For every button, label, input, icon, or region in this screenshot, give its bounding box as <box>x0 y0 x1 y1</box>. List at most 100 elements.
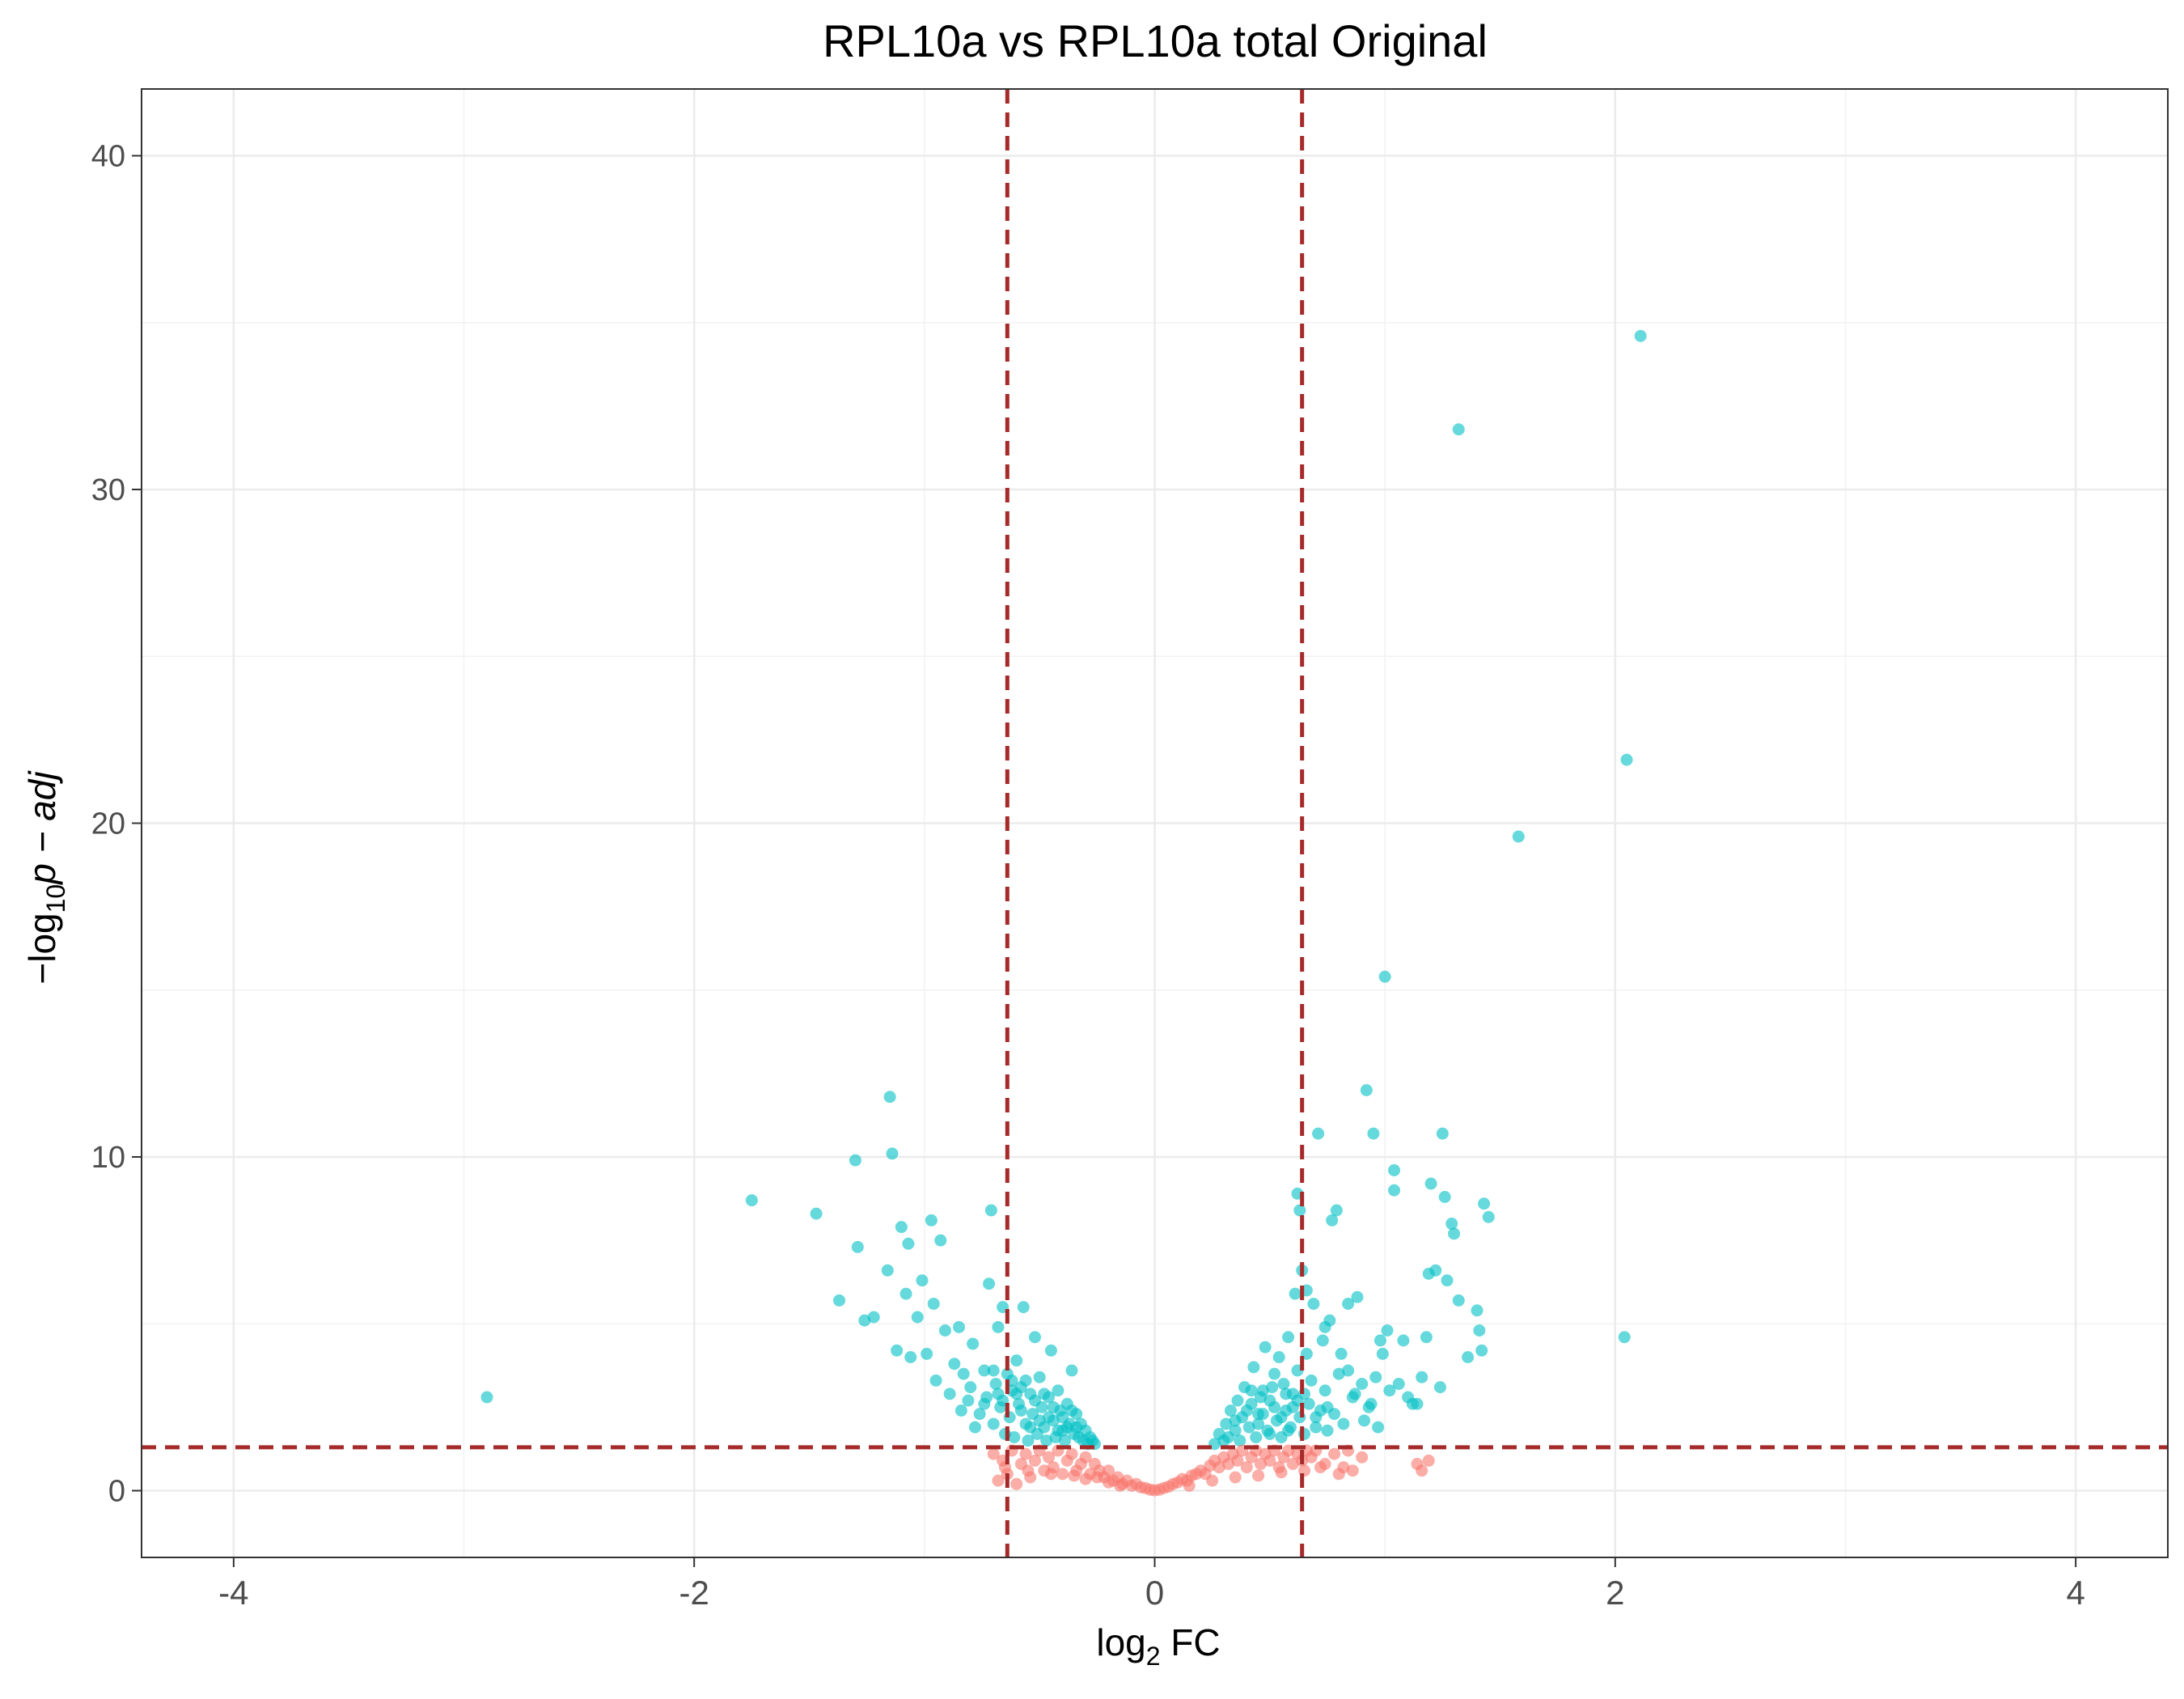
data-point <box>1314 1461 1327 1474</box>
data-point <box>1252 1469 1265 1482</box>
data-point <box>978 1364 991 1377</box>
data-point <box>1445 1218 1458 1230</box>
data-point <box>1229 1424 1242 1437</box>
data-point <box>1245 1384 1258 1397</box>
data-point <box>925 1214 938 1227</box>
data-point <box>916 1274 929 1287</box>
data-point <box>1429 1264 1442 1277</box>
data-point <box>1373 1334 1386 1347</box>
data-point <box>1206 1474 1219 1487</box>
x-tick-label: -4 <box>218 1574 248 1612</box>
x-tick-label: 0 <box>1145 1574 1164 1612</box>
data-point <box>1321 1424 1334 1437</box>
data-point <box>987 1417 1000 1430</box>
data-point <box>973 1408 986 1421</box>
data-point <box>1462 1351 1475 1363</box>
y-tick-label: 0 <box>108 1475 125 1509</box>
data-point <box>1372 1421 1385 1434</box>
data-point <box>1224 1405 1237 1417</box>
data-point <box>1360 1084 1373 1096</box>
data-point <box>1512 830 1525 843</box>
data-point <box>1433 1381 1446 1394</box>
data-point <box>1356 1378 1369 1390</box>
data-point <box>1268 1400 1281 1413</box>
data-point <box>968 1421 981 1434</box>
data-point <box>1342 1364 1355 1377</box>
data-point <box>867 1311 880 1324</box>
data-point <box>1482 1210 1495 1223</box>
data-point <box>1044 1344 1057 1357</box>
data-point <box>1392 1378 1405 1390</box>
data-point <box>1033 1414 1046 1427</box>
data-point <box>1114 1479 1127 1492</box>
y-axis-title: −log10p − adj <box>21 770 70 985</box>
data-point <box>1438 1191 1451 1203</box>
data-point <box>1056 1468 1069 1481</box>
y-axis-title-log: −log <box>21 913 63 984</box>
x-axis-title: log2 FC <box>1096 1621 1220 1671</box>
data-point <box>1282 1331 1295 1344</box>
data-point <box>1275 1411 1288 1424</box>
data-point <box>1266 1381 1279 1394</box>
data-points <box>480 329 1647 1497</box>
data-point <box>1019 1447 1032 1460</box>
data-point <box>1318 1320 1331 1333</box>
data-point <box>1234 1434 1246 1447</box>
data-point <box>1346 1464 1359 1477</box>
data-point <box>1383 1384 1396 1397</box>
data-point <box>1010 1477 1023 1490</box>
data-point <box>1247 1361 1260 1374</box>
x-tick-label: 2 <box>1606 1574 1624 1612</box>
data-point <box>1103 1476 1115 1489</box>
data-point <box>1256 1408 1269 1421</box>
data-point <box>849 1154 861 1167</box>
data-point <box>1416 1464 1428 1477</box>
data-point <box>1342 1298 1355 1310</box>
data-point <box>1028 1331 1041 1344</box>
data-point <box>1052 1384 1064 1397</box>
data-point <box>1618 1331 1631 1344</box>
data-point <box>1381 1324 1394 1337</box>
data-point <box>1065 1405 1078 1417</box>
data-point <box>984 1204 997 1217</box>
data-point <box>1024 1421 1037 1434</box>
data-point <box>1010 1388 1023 1400</box>
x-axis-title-rest: FC <box>1161 1621 1221 1663</box>
data-point <box>883 1091 896 1104</box>
data-point <box>921 1347 933 1360</box>
data-point <box>1422 1454 1435 1467</box>
data-point <box>1231 1394 1244 1407</box>
y-tick-label: 10 <box>91 1141 125 1175</box>
data-point <box>1220 1417 1233 1430</box>
data-point <box>810 1207 823 1220</box>
data-point <box>1305 1374 1318 1387</box>
data-point <box>1634 329 1647 342</box>
data-point <box>1318 1384 1331 1397</box>
data-point <box>1328 1447 1341 1460</box>
data-point <box>1229 1414 1242 1427</box>
data-point <box>1376 1347 1389 1360</box>
y-tick-label: 20 <box>91 807 125 841</box>
data-point <box>1367 1127 1380 1140</box>
data-point <box>851 1240 864 1253</box>
data-point <box>1252 1417 1265 1430</box>
data-point <box>1473 1324 1486 1337</box>
data-point <box>904 1351 917 1363</box>
data-point <box>1070 1421 1083 1434</box>
data-point <box>1411 1397 1424 1410</box>
data-point <box>1441 1274 1454 1287</box>
data-point <box>1310 1411 1323 1424</box>
data-point <box>1335 1347 1348 1360</box>
y-axis-title-rest: p − adj <box>21 770 63 886</box>
data-point <box>957 1367 970 1380</box>
data-point <box>1448 1227 1461 1240</box>
data-point <box>911 1311 924 1324</box>
data-point <box>992 1388 1005 1400</box>
data-point <box>954 1405 967 1417</box>
data-point <box>1282 1424 1295 1437</box>
x-tick-label: 4 <box>2066 1574 2085 1612</box>
data-point <box>1397 1334 1410 1347</box>
data-point <box>1043 1451 1056 1464</box>
data-point <box>1044 1468 1057 1481</box>
